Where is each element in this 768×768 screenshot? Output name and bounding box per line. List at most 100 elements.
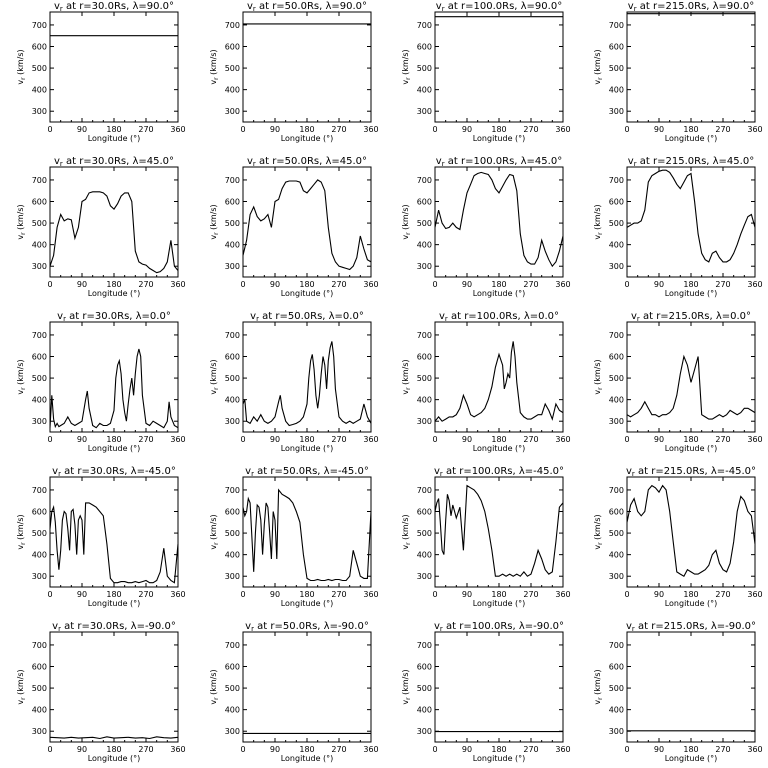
panel-title: vr at r=50.0Rs, λ=90.0° <box>247 1 367 13</box>
x-tick-label: 90 <box>462 590 472 599</box>
y-tick-label: 500 <box>609 684 624 693</box>
x-tick-label: 360 <box>363 435 378 444</box>
panel-title: vr at r=30.0Rs, λ=-45.0° <box>52 466 176 478</box>
x-axis-label: Longitude (°) <box>281 599 334 608</box>
x-axis-label: Longitude (°) <box>88 289 141 298</box>
x-tick-label: 0 <box>432 590 437 599</box>
x-tick-label: 270 <box>138 590 153 599</box>
x-tick-label: 0 <box>47 435 52 444</box>
x-tick-label: 90 <box>654 745 664 754</box>
x-axis-label: Longitude (°) <box>665 289 718 298</box>
y-tick-label: 600 <box>225 508 240 517</box>
y-tick-label: 300 <box>609 262 624 271</box>
y-tick-label: 400 <box>417 396 432 405</box>
x-tick-label: 90 <box>77 435 87 444</box>
y-tick-label: 500 <box>609 64 624 73</box>
x-axis-label: Longitude (°) <box>665 599 718 608</box>
y-tick-label: 400 <box>32 706 47 715</box>
x-axis-label: Longitude (°) <box>473 134 526 143</box>
x-tick-label: 360 <box>555 745 570 754</box>
x-axis-label: Longitude (°) <box>473 599 526 608</box>
y-tick-label: 300 <box>32 262 47 271</box>
x-tick-label: 0 <box>624 125 629 134</box>
y-tick-label: 700 <box>417 21 432 30</box>
plot-frame <box>434 166 564 278</box>
y-tick-label: 300 <box>225 262 240 271</box>
x-tick-label: 360 <box>747 125 762 134</box>
y-tick-label: 500 <box>225 529 240 538</box>
panel-title: vr at r=215.0Rs, λ=90.0° <box>628 1 754 13</box>
y-tick-label: 700 <box>609 176 624 185</box>
x-tick-label: 0 <box>240 745 245 754</box>
x-tick-label: 90 <box>270 280 280 289</box>
plot-frame <box>626 631 756 743</box>
y-axis-label: vr (km/s) <box>209 204 220 239</box>
panel-r215.0-lat-90.0: vr at r=215.0Rs, λ=-90.0° 0 90 180 270 360 300… <box>593 621 763 763</box>
panel-r30.0-lat45.0: vr at r=30.0Rs, λ=45.0° 0 90 180 270 360 300 40… <box>16 156 186 298</box>
x-tick-label: 270 <box>138 745 153 754</box>
x-tick-label: 270 <box>331 435 346 444</box>
y-tick-label: 500 <box>609 219 624 228</box>
y-tick-label: 400 <box>609 241 624 250</box>
x-tick-label: 270 <box>138 280 153 289</box>
plot-frame <box>626 476 756 588</box>
panel-r30.0-lat-45.0: vr at r=30.0Rs, λ=-45.0° 0 90 180 270 360 300 4… <box>16 466 186 608</box>
y-tick-label: 500 <box>32 219 47 228</box>
plot-frame <box>49 166 179 278</box>
y-axis-label: vr (km/s) <box>16 204 27 239</box>
panel-r50.0-lat0.0: vr at r=50.0Rs, λ=0.0° 0 90 180 270 360 300 400… <box>209 311 379 453</box>
panel-r100.0-lat-90.0: vr at r=100.0Rs, λ=-90.0° 0 90 180 270 360 300… <box>401 621 571 763</box>
x-axis-label: Longitude (°) <box>281 134 334 143</box>
vr-series-line <box>242 179 372 271</box>
y-axis-label: vr (km/s) <box>401 359 412 394</box>
x-tick-label: 180 <box>491 280 506 289</box>
panel-r30.0-lat0.0: vr at r=30.0Rs, λ=0.0° 0 90 180 270 360 300 400… <box>16 311 186 453</box>
panel-title: vr at r=50.0Rs, λ=-90.0° <box>245 621 369 633</box>
panel-r215.0-lat-45.0: vr at r=215.0Rs, λ=-45.0° 0 90 180 270 360 300… <box>593 466 763 608</box>
x-tick-label: 270 <box>331 125 346 134</box>
y-tick-label: 300 <box>417 417 432 426</box>
y-tick-label: 500 <box>417 64 432 73</box>
y-tick-label: 700 <box>32 486 47 495</box>
x-axis-label: Longitude (°) <box>281 754 334 763</box>
y-tick-label: 400 <box>225 706 240 715</box>
panel-title: vr at r=30.0Rs, λ=0.0° <box>57 311 171 323</box>
x-tick-label: 90 <box>77 590 87 599</box>
x-tick-label: 90 <box>654 280 664 289</box>
y-tick-label: 300 <box>609 107 624 116</box>
y-tick-label: 400 <box>225 396 240 405</box>
y-tick-label: 600 <box>609 508 624 517</box>
plot-frame <box>434 631 564 743</box>
x-tick-label: 180 <box>106 280 121 289</box>
y-tick-label: 300 <box>32 572 47 581</box>
y-tick-label: 500 <box>417 219 432 228</box>
y-tick-label: 700 <box>609 21 624 30</box>
panel-title: vr at r=30.0Rs, λ=-90.0° <box>52 621 176 633</box>
y-axis-label: vr (km/s) <box>16 49 27 84</box>
x-tick-label: 180 <box>106 125 121 134</box>
y-tick-label: 700 <box>417 641 432 650</box>
vr-series-line <box>434 171 564 268</box>
y-tick-label: 500 <box>417 529 432 538</box>
x-tick-label: 360 <box>170 590 185 599</box>
y-tick-label: 300 <box>609 572 624 581</box>
x-tick-label: 90 <box>270 745 280 754</box>
panel-title: vr at r=215.0Rs, λ=45.0° <box>628 156 754 168</box>
panel-r30.0-lat-90.0: vr at r=30.0Rs, λ=-90.0° 0 90 180 270 360 300 4… <box>16 621 186 763</box>
y-tick-label: 600 <box>417 663 432 672</box>
y-tick-label: 400 <box>225 241 240 250</box>
x-tick-label: 360 <box>170 125 185 134</box>
panel-r50.0-lat-45.0: vr at r=50.0Rs, λ=-45.0° 0 90 180 270 360 300 4… <box>209 466 379 608</box>
y-tick-label: 600 <box>417 198 432 207</box>
y-tick-label: 400 <box>32 551 47 560</box>
x-tick-label: 0 <box>47 745 52 754</box>
plot-frame <box>434 11 564 123</box>
y-tick-label: 600 <box>32 508 47 517</box>
x-tick-label: 360 <box>747 745 762 754</box>
panel-r100.0-lat90.0: vr at r=100.0Rs, λ=90.0° 0 90 180 270 360 300 4… <box>401 1 571 143</box>
plot-frame <box>49 321 179 433</box>
x-tick-label: 270 <box>331 590 346 599</box>
x-tick-label: 270 <box>331 745 346 754</box>
y-tick-label: 400 <box>32 396 47 405</box>
y-tick-label: 500 <box>32 684 47 693</box>
